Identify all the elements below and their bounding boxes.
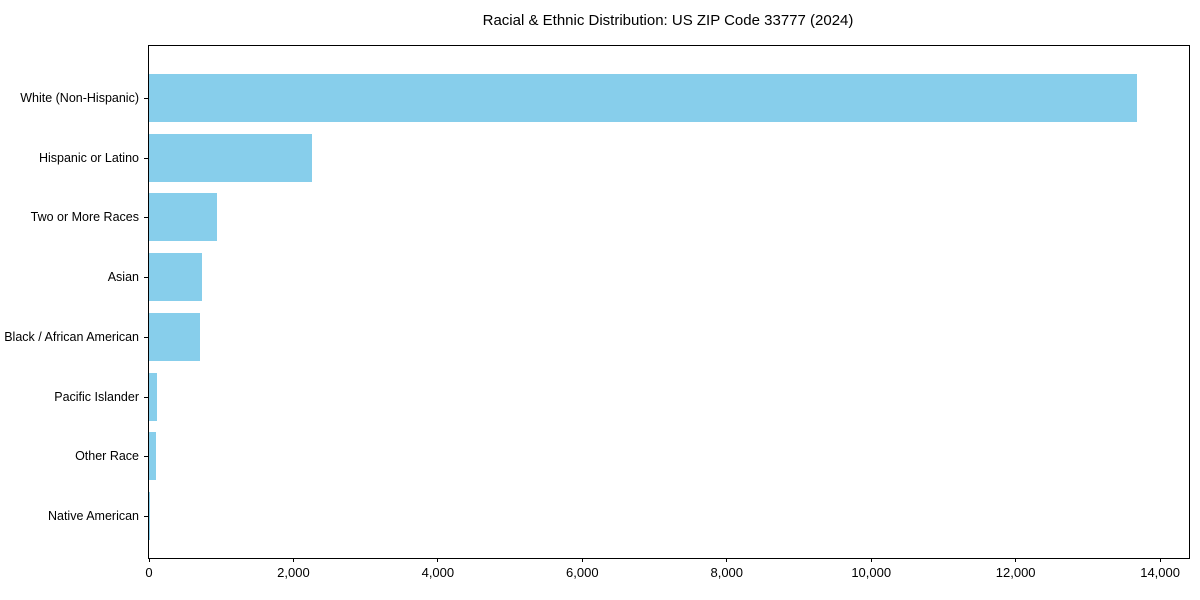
x-tick [437,558,439,562]
x-tick-label: 4,000 [421,565,455,580]
y-tick [144,336,148,338]
x-tick [581,558,583,562]
x-tick [148,558,150,562]
y-tick [144,277,148,279]
category-label: Pacific Islander [54,389,139,404]
y-tick [144,396,148,398]
bar [149,491,151,540]
y-tick [144,98,148,99]
category-label: Asian [107,270,139,285]
x-tick [870,558,872,562]
y-axis: White (Non-Hispanic) Hispanic or Latino Tw… [0,46,139,558]
x-tick [1015,558,1017,562]
x-tick-label: 6,000 [566,565,599,580]
bar [149,133,313,182]
plot-area [144,45,1190,559]
bar [149,372,157,421]
category-label: Other Race [75,449,139,464]
category-label: Two or More Races [30,210,139,225]
category-label: White (Non-Hispanic) [20,91,139,105]
bar [149,193,217,242]
y-tick [144,515,148,517]
x-tick [726,558,728,562]
x-tick-label: 14,000 [1140,565,1180,580]
y-tick [144,217,148,219]
x-tick-label: 0 [145,565,153,580]
x-tick [1159,558,1161,562]
y-tick [144,456,148,458]
x-tick-label: 10,000 [851,565,892,580]
category-label: Black / African American [4,329,139,344]
x-axis: 0 2,000 4,000 6,000 8,000 10,000 12,000 14,000 [145,558,1189,598]
bar [149,432,156,481]
bar [149,312,201,361]
category-label: Native American [47,508,139,523]
x-tick-label: 8,000 [710,565,744,580]
y-tick [144,157,148,159]
x-tick [292,558,294,562]
bar [149,74,1137,122]
chart-title: Racial & Ethnic Distribution: US ZIP Cod… [482,12,854,29]
x-tick-label: 12,000 [995,565,1036,580]
bar [149,253,202,302]
category-label: Hispanic or Latino [38,150,139,165]
x-tick-label: 2,000 [277,565,310,580]
